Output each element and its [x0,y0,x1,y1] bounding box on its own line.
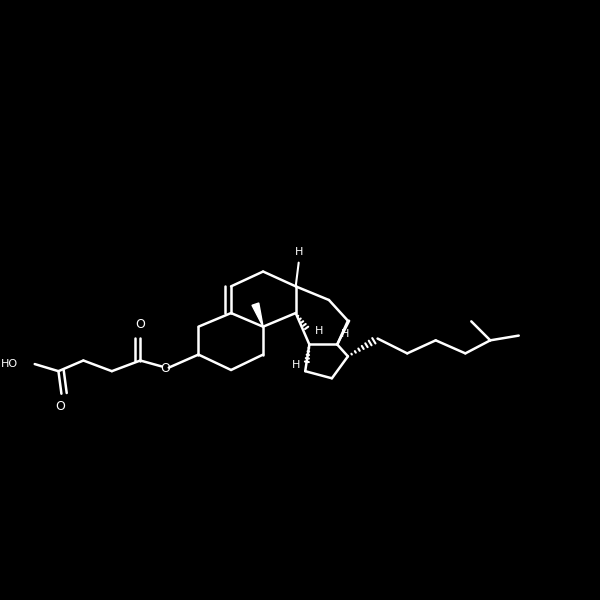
Text: H: H [292,360,300,370]
Text: HO: HO [1,359,18,369]
Polygon shape [252,303,263,326]
Text: H: H [315,326,323,336]
Text: O: O [55,400,65,413]
Text: O: O [160,362,170,375]
Text: H: H [295,247,303,257]
Text: O: O [136,319,145,331]
Text: H: H [341,329,350,339]
